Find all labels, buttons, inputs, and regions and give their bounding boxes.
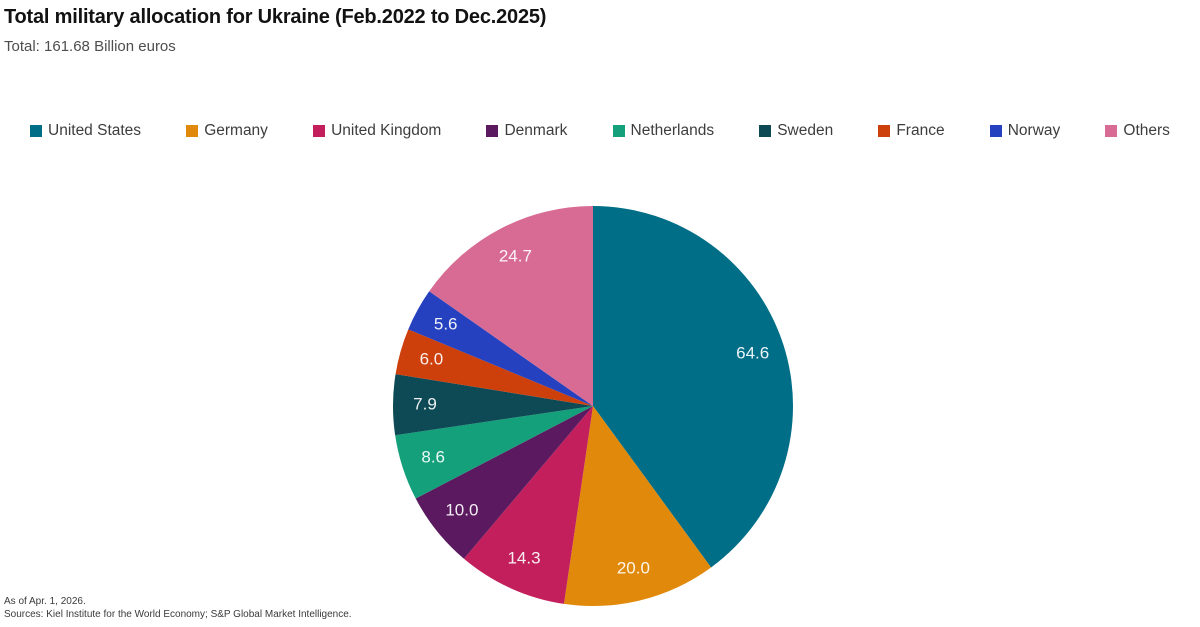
pie-value-label-france: 6.0 (420, 350, 444, 369)
pie-value-label-netherlands: 8.6 (421, 447, 445, 466)
pie-value-label-united-kingdom: 14.3 (507, 549, 540, 568)
legend-item-germany: Germany (186, 122, 268, 140)
legend-label: France (896, 122, 945, 139)
legend-item-united-states: United States (30, 122, 141, 140)
pie-slice-united-states (593, 206, 794, 568)
pie-slice-united-kingdom (463, 406, 593, 604)
footer-as-of: As of Apr. 1, 2026. (4, 596, 86, 607)
legend-item-united-kingdom: United Kingdom (313, 122, 441, 140)
legend-swatch-united-states (30, 125, 42, 137)
chart-subtitle: Total: 161.68 Billion euros (4, 38, 176, 55)
legend-item-france: France (878, 122, 945, 140)
footer: As of Apr. 1, 2026. Sources: Kiel Instit… (4, 596, 352, 621)
pie-slice-sweden (392, 374, 593, 436)
chart-header: Total military allocation for Ukraine (F… (4, 6, 546, 55)
pie-slice-germany (563, 406, 712, 607)
pie-value-label-norway: 5.6 (434, 315, 458, 334)
pie-value-label-germany: 20.0 (617, 559, 650, 578)
pie-value-label-denmark: 10.0 (445, 500, 478, 519)
legend-label: Germany (204, 122, 268, 139)
legend-label: Denmark (504, 122, 568, 139)
pie-value-label-sweden: 7.9 (413, 394, 437, 413)
legend: United States Germany United Kingdom Denmar… (30, 122, 1170, 140)
pie-value-label-others: 24.7 (499, 246, 532, 265)
footer-sources: Sources: Kiel Institute for the World Ec… (4, 608, 352, 620)
legend-item-norway: Norway (989, 122, 1061, 140)
legend-label: Norway (1007, 122, 1061, 139)
legend-swatch-netherlands (612, 125, 625, 137)
legend-swatch-norway (989, 125, 1002, 137)
legend-swatch-france (878, 125, 891, 137)
legend-label: United States (48, 122, 142, 139)
legend-label: Others (1123, 122, 1170, 139)
legend-swatch-denmark (486, 125, 499, 137)
pie-value-label-united-states: 64.6 (736, 343, 769, 362)
legend-swatch-united-kingdom (313, 125, 326, 137)
pie-slice-france (395, 329, 593, 406)
legend-label: Sweden (777, 122, 834, 139)
legend-swatch-sweden (759, 125, 772, 137)
legend-label: Netherlands (630, 122, 715, 139)
pie-slice-netherlands (395, 406, 593, 499)
chart-title: Total military allocation for Ukraine (F… (4, 6, 547, 28)
pie-slice-others (429, 206, 593, 406)
legend-swatch-germany (186, 125, 199, 137)
legend-swatch-others (1105, 125, 1118, 137)
pie-slice-denmark (415, 406, 593, 559)
legend-label: United Kingdom (331, 122, 442, 139)
pie-slice-norway (408, 291, 593, 406)
legend-item-netherlands: Netherlands (612, 122, 715, 140)
legend-item-others: Others (1105, 122, 1170, 140)
legend-item-denmark: Denmark (486, 122, 567, 140)
legend-item-sweden: Sweden (759, 122, 833, 140)
